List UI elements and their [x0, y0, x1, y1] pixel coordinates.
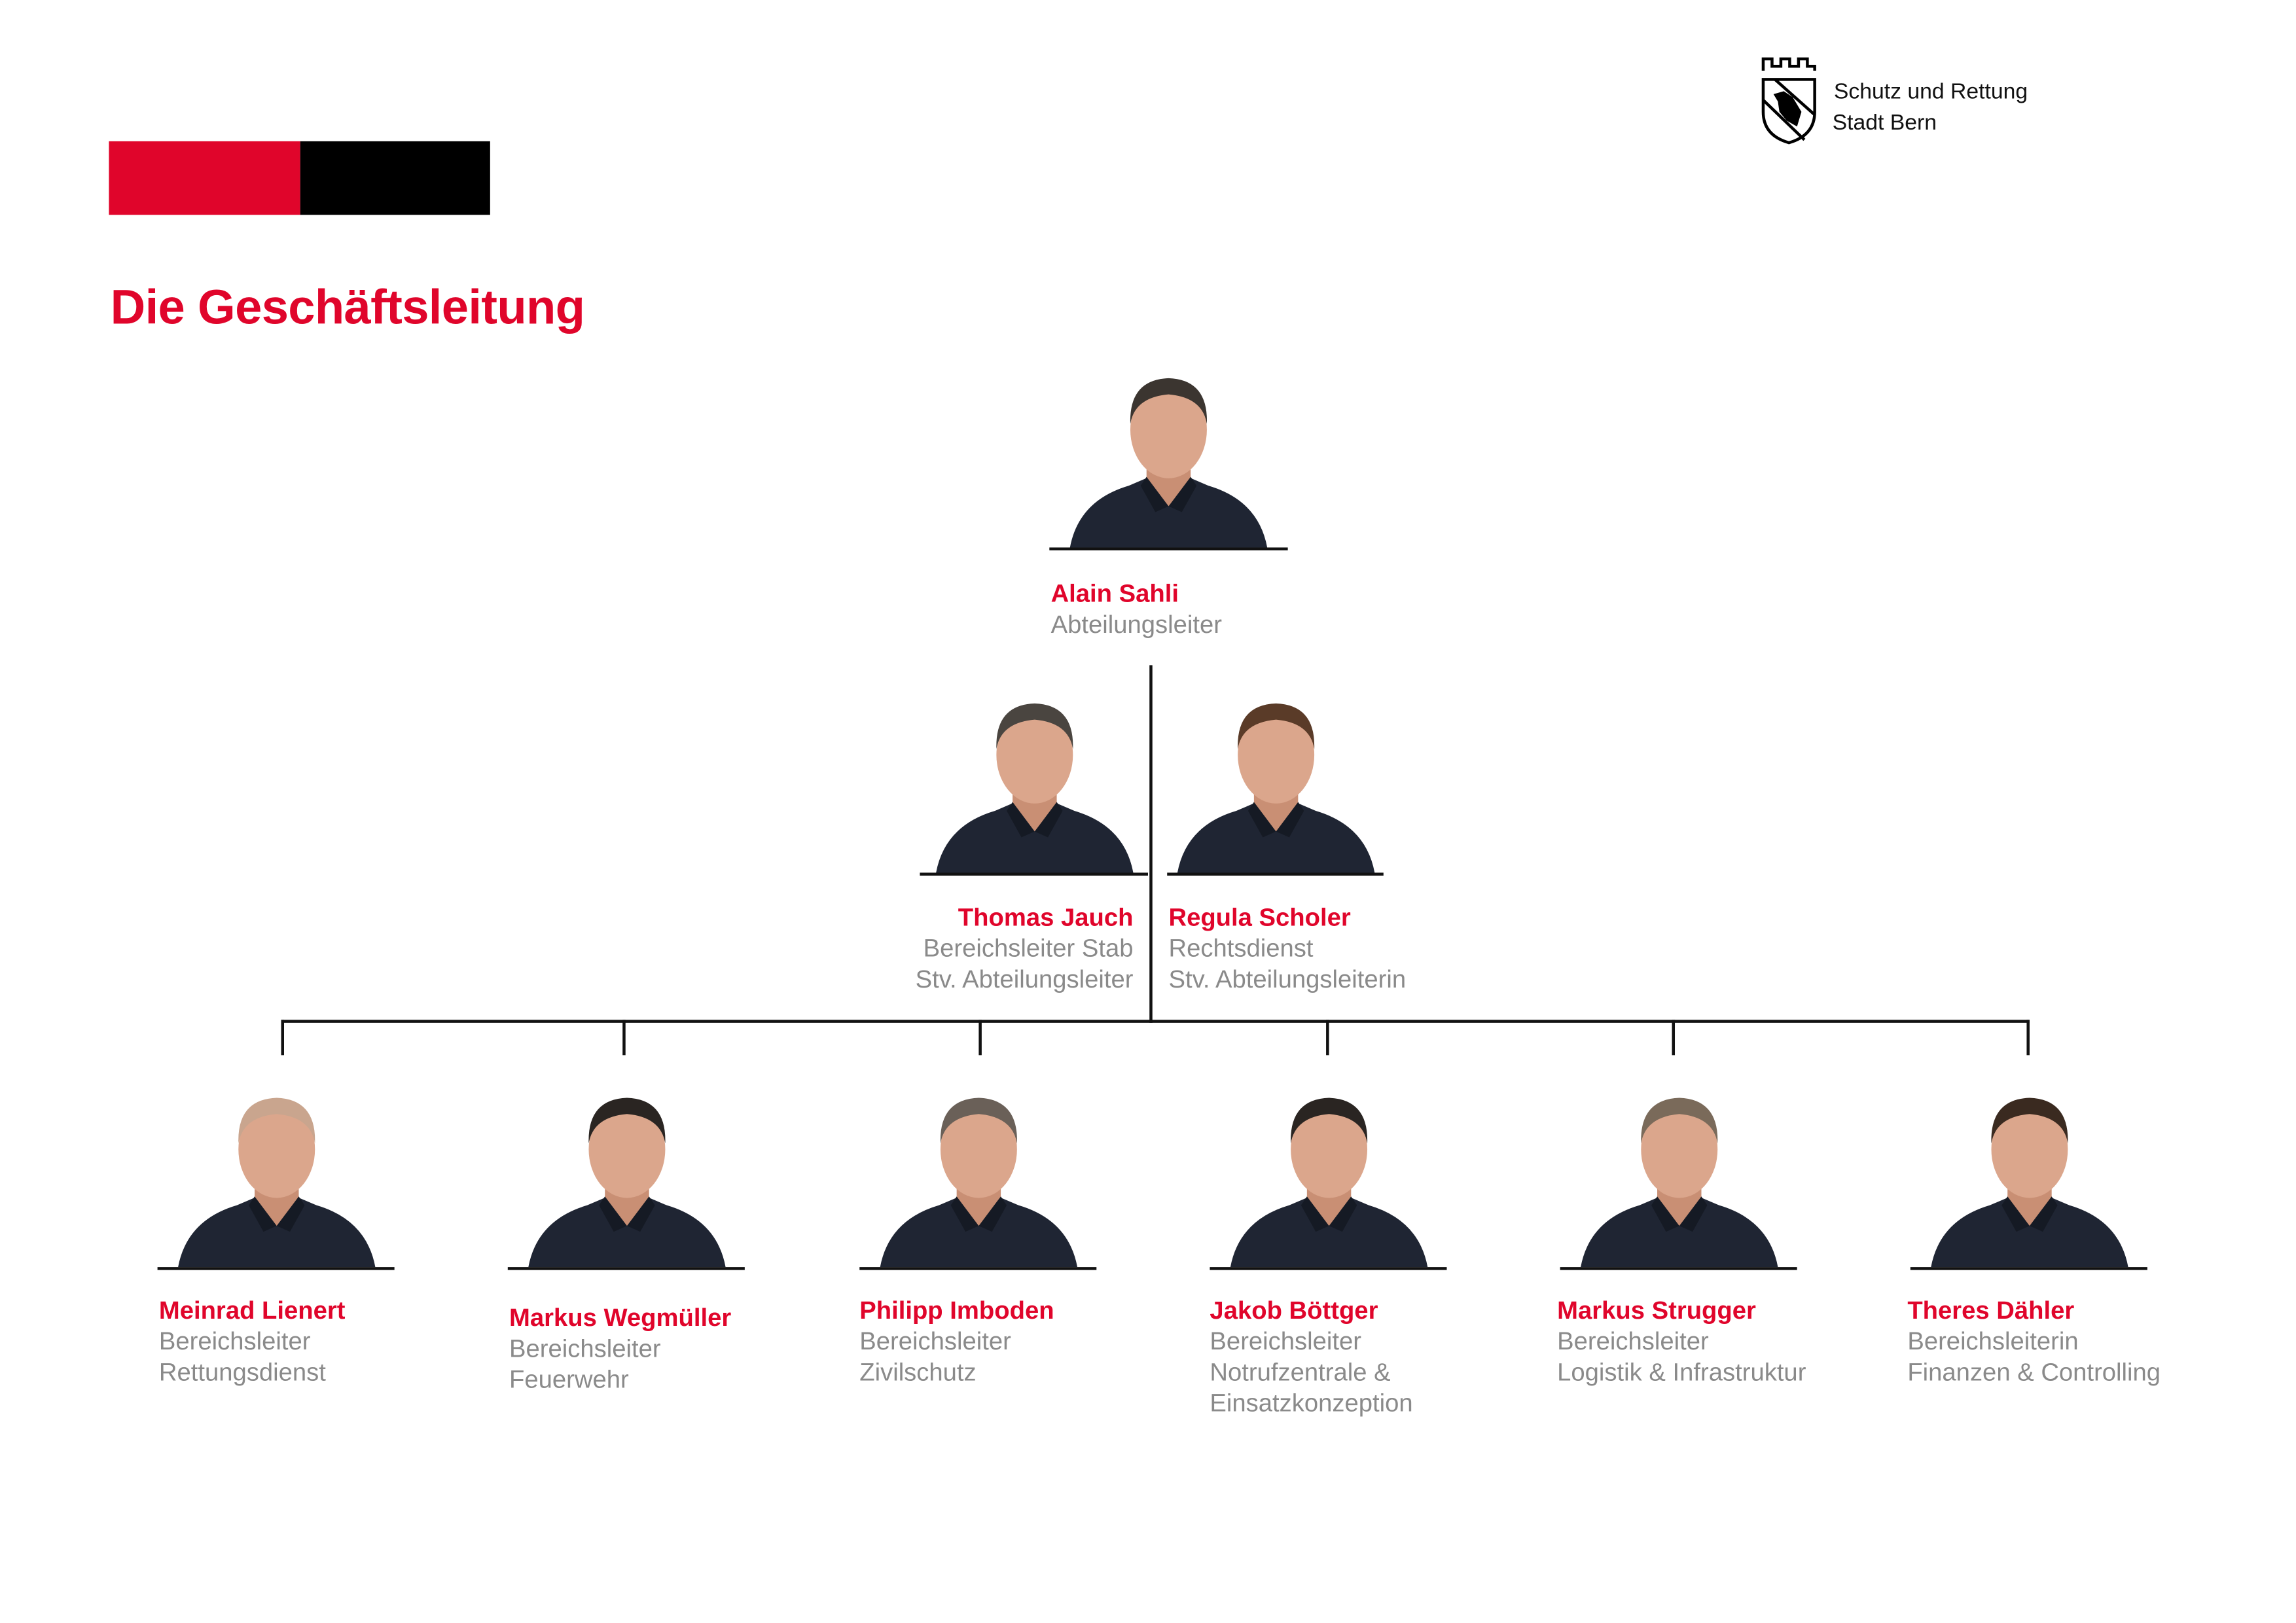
person-silhouette: [1069, 378, 1268, 548]
shirt: [1069, 476, 1268, 548]
person-role: Bereichsleiter: [509, 1334, 661, 1363]
portrait-photo: [507, 1076, 745, 1270]
hair: [588, 1097, 665, 1144]
face: [588, 1101, 665, 1198]
person-silhouette: [1579, 1097, 1778, 1268]
person-name: Jakob Böttger: [1210, 1296, 1378, 1325]
person-name: Alain Sahli: [1050, 579, 1179, 608]
shirt: [1176, 802, 1374, 873]
connector-drop: [1326, 1020, 1329, 1056]
shirt: [528, 1196, 725, 1268]
person-card-head: Alain Sahli Abteilungsleiter: [1051, 579, 1222, 640]
connector-drop: [622, 1020, 626, 1056]
portrait-photo: [859, 1076, 1097, 1270]
person-role: Bereichsleiter: [859, 1327, 1011, 1356]
hair: [1990, 1097, 2068, 1144]
red-brand-bar: [109, 141, 300, 215]
person-role: Einsatzkonzeption: [1210, 1389, 1413, 1418]
person-silhouette: [177, 1097, 375, 1268]
person-name: Markus Strugger: [1557, 1296, 1756, 1325]
shirt: [879, 1196, 1077, 1268]
person-card-member: Jakob Böttger Bereichsleiter Notrufzentr…: [1210, 1295, 1412, 1419]
connector-drop: [2026, 1020, 2030, 1056]
logo-line-2: Stadt Bern: [1832, 110, 1937, 135]
person-name: Philipp Imboden: [859, 1296, 1054, 1325]
hair: [1236, 703, 1314, 749]
connector-drop: [281, 1020, 284, 1056]
person-role: Bereichsleiter: [158, 1327, 311, 1356]
person-role: Logistik & Infrastruktur: [1557, 1358, 1806, 1387]
person-card-member: Theres Dähler Bereichsleiterin Finanzen …: [1907, 1295, 2161, 1388]
person-role: Rettungsdienst: [158, 1358, 326, 1387]
person-role: Bereichsleiterin: [1907, 1327, 2079, 1356]
person-silhouette: [1930, 1097, 2128, 1268]
hair: [238, 1097, 315, 1144]
bern-coat-of-arms-icon: [1761, 57, 1816, 145]
person-card-member: Markus Strugger Bereichsleiter Logistik …: [1557, 1295, 1806, 1388]
shirt: [935, 802, 1133, 873]
person-silhouette: [1229, 1097, 1427, 1268]
person-role: Rechtsdienst: [1168, 934, 1314, 963]
person-silhouette: [528, 1097, 725, 1268]
face: [1130, 381, 1207, 478]
person-card-deputy: Regula Scholer Rechtsdienst Stv. Abteilu…: [1168, 902, 1406, 995]
person-name: Regula Scholer: [1168, 903, 1351, 932]
person-role: Abteilungsleiter: [1050, 611, 1222, 639]
face: [1289, 1101, 1367, 1198]
portrait-photo: [1910, 1076, 2147, 1270]
face: [939, 1101, 1016, 1198]
portrait-photo: [1049, 356, 1288, 551]
person-name: Thomas Jauch: [958, 903, 1134, 932]
face: [238, 1101, 315, 1198]
person-role: Zivilschutz: [859, 1358, 977, 1387]
hair: [1640, 1097, 1717, 1144]
portrait-photo: [1167, 681, 1384, 876]
person-role: Bereichsleiter Stab: [923, 934, 1134, 963]
person-role: Bereichsleiter: [1557, 1327, 1709, 1356]
hair: [996, 703, 1073, 749]
shirt: [1579, 1196, 1778, 1268]
person-silhouette: [879, 1097, 1077, 1268]
person-silhouette: [935, 703, 1133, 873]
person-card-member: Meinrad Lienert Bereichsleiter Rettungsd…: [159, 1295, 346, 1388]
shirt: [177, 1196, 375, 1268]
person-card-deputy: Thomas Jauch Bereichsleiter Stab Stv. Ab…: [916, 902, 1134, 995]
person-silhouette: [1176, 703, 1374, 873]
connector-drop: [1672, 1020, 1676, 1056]
face: [1990, 1101, 2068, 1198]
person-name: Theres Dähler: [1907, 1296, 2075, 1325]
person-card-member: Philipp Imboden Bereichsleiter Zivilschu…: [859, 1295, 1054, 1388]
face: [1237, 706, 1314, 804]
person-role: Notrufzentrale &: [1210, 1358, 1391, 1387]
portrait-photo: [920, 681, 1148, 876]
person-role: Feuerwehr: [509, 1365, 629, 1394]
person-role: Stv. Abteilungsleiter: [915, 965, 1134, 993]
connector-vertical-main: [1149, 665, 1153, 1023]
face: [996, 706, 1073, 804]
person-role: Bereichsleiter: [1210, 1327, 1362, 1356]
hair: [1289, 1097, 1367, 1144]
person-role: Finanzen & Controlling: [1907, 1358, 2161, 1387]
shirt: [1930, 1196, 2128, 1268]
face: [1640, 1101, 1717, 1198]
person-role: Stv. Abteilungsleiterin: [1168, 965, 1407, 993]
connector-drop: [978, 1020, 982, 1056]
logo-line-1: Schutz und Rettung: [1833, 79, 2028, 105]
portrait-photo: [1560, 1076, 1797, 1270]
person-name: Meinrad Lienert: [158, 1296, 346, 1325]
hair: [1130, 378, 1208, 424]
person-card-member: Markus Wegmüller Bereichsleiter Feuerweh…: [509, 1302, 731, 1395]
portrait-photo: [1210, 1076, 1447, 1270]
portrait-photo: [157, 1076, 395, 1270]
person-name: Markus Wegmüller: [509, 1304, 732, 1332]
connector-horizontal: [281, 1020, 2030, 1023]
hair: [939, 1097, 1016, 1144]
black-brand-bar: [300, 141, 490, 215]
shirt: [1229, 1196, 1427, 1268]
page-title: Die Geschäftsleitung: [110, 279, 585, 334]
